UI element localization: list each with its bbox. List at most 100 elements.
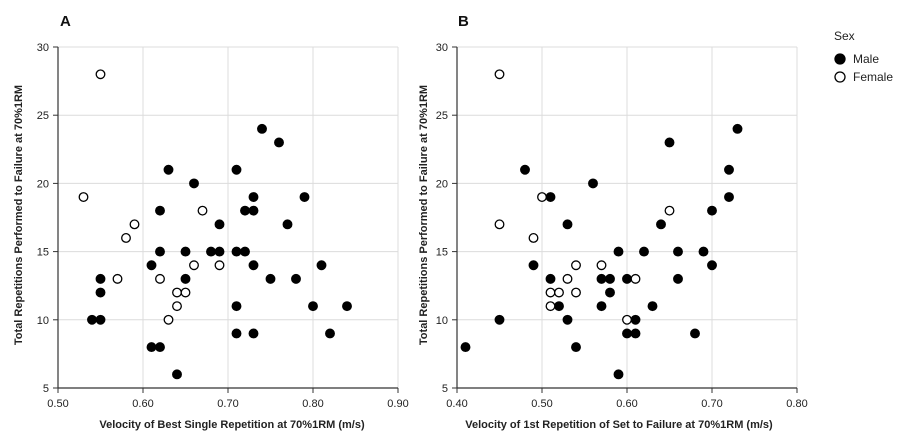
data-point-female: [163, 314, 174, 325]
data-point-male: [95, 287, 106, 298]
data-point-female: [197, 205, 208, 216]
data-point-male: [562, 219, 573, 230]
data-point-male: [673, 246, 683, 257]
data-point-male: [596, 301, 607, 312]
data-point-male: [214, 246, 225, 257]
data-point-female: [494, 69, 505, 80]
data-point-male: [639, 246, 649, 257]
x-tick-label: 0.90: [387, 398, 408, 410]
data-point-male: [95, 273, 106, 284]
data-point-male: [231, 328, 242, 339]
data-point-male: [248, 328, 259, 339]
y-tick-label: 25: [436, 110, 448, 122]
legend-male-marker: [834, 53, 846, 65]
data-point-female: [95, 69, 106, 80]
data-point-female: [155, 273, 165, 284]
data-point-male: [189, 178, 199, 189]
data-point-male: [622, 328, 632, 339]
x-tick-label: 0.60: [616, 398, 637, 410]
panel-a-grid: [58, 46, 399, 388]
data-point-male: [698, 246, 709, 257]
data-point-female: [545, 287, 556, 298]
data-point-male: [656, 219, 666, 230]
panel-b-y-axis-title: Total Repetitions Performed to Failure a…: [418, 85, 430, 345]
x-tick-label: 0.70: [217, 398, 238, 410]
y-tick-label: 5: [43, 383, 49, 395]
data-point-male: [605, 273, 615, 284]
data-point-male: [325, 328, 335, 339]
y-tick-label: 20: [37, 178, 49, 190]
x-tick-label: 0.70: [701, 398, 722, 410]
data-point-male: [724, 164, 734, 175]
data-point-male: [206, 246, 216, 257]
data-point-female: [494, 219, 505, 230]
data-point-male: [155, 205, 165, 216]
data-point-female: [172, 287, 182, 298]
data-point-female: [78, 192, 89, 202]
data-point-male: [554, 301, 564, 312]
panel-b-letter: B: [458, 13, 469, 30]
data-point-male: [724, 192, 734, 202]
x-tick-label: 0.50: [47, 398, 68, 410]
data-point-male: [155, 246, 165, 257]
legend-female-marker: [834, 71, 846, 83]
y-tick-label: 15: [37, 247, 49, 259]
data-point-male: [231, 301, 242, 312]
data-point-female: [664, 205, 675, 216]
x-tick-label: 0.40: [446, 398, 467, 410]
data-point-male: [155, 342, 165, 353]
x-tick-label: 0.80: [302, 398, 323, 410]
data-point-male: [622, 273, 632, 284]
legend-male-label: Male: [853, 52, 879, 66]
data-point-male: [605, 287, 615, 298]
legend-title: Sex: [834, 29, 855, 43]
data-point-male: [231, 164, 242, 175]
data-point-female: [214, 260, 225, 271]
data-point-female: [121, 233, 131, 243]
panel-a-x-axis-title: Velocity of Best Single Repetition at 70…: [99, 419, 365, 431]
y-tick-label: 30: [37, 42, 49, 54]
x-tick-label: 0.50: [531, 398, 552, 410]
data-point-female: [180, 287, 191, 298]
data-point-male: [707, 260, 717, 271]
legend-female-label: Female: [853, 70, 893, 84]
data-point-female: [545, 301, 556, 312]
data-point-male: [732, 123, 743, 134]
y-tick-label: 20: [436, 178, 448, 190]
panel-a-ticks: 0.50 0.60 0.70 0.80 0.90 5 10 15 20 25 30: [37, 42, 409, 410]
data-point-male: [673, 273, 683, 284]
panel-b-x-axis-title: Velocity of 1st Repetition of Set to Fai…: [465, 419, 773, 431]
data-point-female: [571, 260, 581, 271]
data-point-female: [571, 287, 581, 298]
y-tick-label: 5: [442, 383, 448, 395]
data-point-female: [189, 260, 199, 271]
data-point-male: [613, 369, 624, 380]
data-point-male: [690, 328, 700, 339]
data-point-male: [163, 164, 174, 175]
panel-a-letter: A: [60, 13, 71, 30]
data-point-male: [248, 260, 259, 271]
data-point-male: [146, 342, 157, 353]
panel-a: A 0.50 0.60 0.70 0.80 0.90 5 10 15 20 25 30 Veloci…: [13, 13, 409, 431]
data-point-male: [571, 342, 581, 353]
data-point-male: [95, 314, 106, 325]
data-point-male: [647, 301, 658, 312]
x-tick-label: 0.80: [786, 398, 807, 410]
data-point-male: [562, 314, 573, 325]
panel-b-ticks: 0.40 0.50 0.60 0.70 0.80 5 10 15 20 25 30: [436, 42, 808, 410]
data-point-male: [630, 328, 641, 339]
data-point-female: [622, 314, 632, 325]
y-tick-label: 10: [436, 315, 448, 327]
data-point-male: [545, 273, 556, 284]
data-point-female: [554, 287, 564, 298]
data-point-male: [664, 137, 675, 148]
data-point-female: [112, 273, 123, 284]
legend: Sex Male Female: [834, 29, 893, 84]
data-point-female: [537, 192, 547, 202]
data-point-male: [214, 219, 225, 230]
data-point-male: [231, 246, 242, 257]
data-point-male: [342, 301, 352, 312]
y-tick-label: 30: [436, 42, 448, 54]
data-point-male: [172, 369, 182, 380]
